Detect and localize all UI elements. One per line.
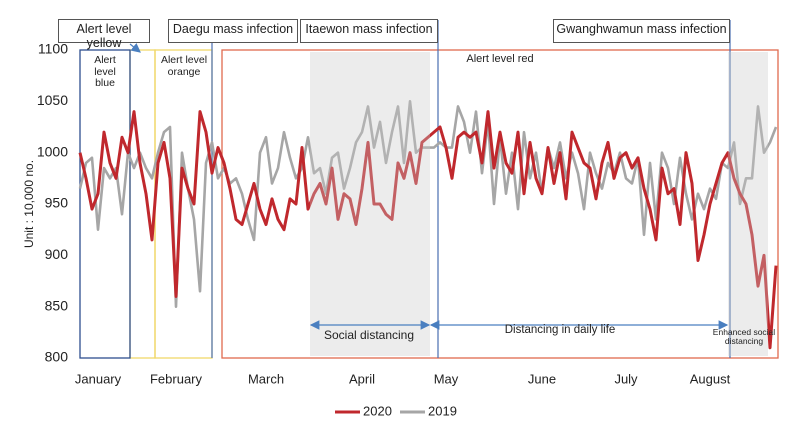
y-tick-label: 850 [45, 297, 69, 313]
region-label: Distancing in daily life [504, 324, 616, 336]
y-tick-label: 1000 [37, 143, 68, 159]
y-tick-label: 950 [45, 195, 69, 211]
x-tick-label: March [248, 371, 284, 386]
y-axis-label: Unit : 10,000 no. [22, 160, 36, 248]
y-tick-label: 1100 [38, 41, 68, 57]
x-tick-label: August [690, 371, 731, 386]
event-label: Daegu mass infection [168, 19, 298, 43]
region-label: Alert level orange [160, 54, 208, 78]
shade [728, 52, 768, 356]
x-tick-label: April [349, 371, 375, 386]
region-label: Alert level red [466, 53, 534, 65]
shade [310, 52, 430, 356]
region-yellow [129, 49, 156, 359]
x-tick-label: January [75, 371, 122, 386]
region-label: Alert level blue [94, 54, 116, 90]
region-red [221, 49, 779, 359]
x-tick-label: May [434, 371, 459, 386]
event-label: Gwanghwamun mass infection [553, 19, 730, 43]
event-label: Alert level yellow [58, 19, 150, 50]
x-tick-label: July [614, 371, 638, 386]
legend-label: 2020 [363, 403, 392, 418]
series-line [78, 110, 778, 350]
region-label: Enhanced social distancing [712, 327, 776, 347]
region-label: Social distancing [323, 328, 415, 342]
y-tick-label: 800 [45, 349, 69, 365]
y-tick-label: 900 [45, 246, 69, 262]
x-tick-label: February [150, 371, 203, 386]
arrow [129, 43, 141, 53]
x-tick-label: June [528, 371, 556, 386]
legend-label: 2019 [428, 403, 457, 418]
region-blue [79, 49, 131, 359]
y-tick-label: 1050 [37, 92, 68, 108]
event-label: Itaewon mass infection [300, 19, 438, 43]
